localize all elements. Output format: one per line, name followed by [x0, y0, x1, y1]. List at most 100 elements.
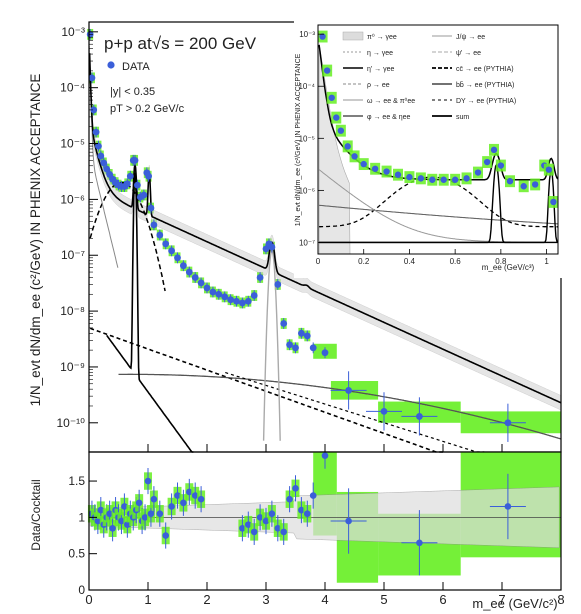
main-data-point-31: [191, 274, 199, 281]
inset-data-point-22: [520, 183, 527, 190]
main-y-tick-label-5: 10⁻⁸: [60, 304, 85, 318]
main-data-point-39: [239, 299, 246, 307]
inset-x-tick-label-1: 0.2: [358, 257, 370, 266]
inset-x-tick-label-4: 0.8: [495, 257, 507, 266]
main-data-point-42: [256, 274, 264, 281]
ratio-data-point-24: [168, 503, 175, 510]
main-data-point-53: [321, 349, 329, 357]
main-data-point-26: [162, 240, 170, 248]
inset-data-point-6: [351, 153, 358, 160]
main-data-point-4: [95, 142, 102, 150]
main-data-point-45: [268, 243, 276, 251]
main-data-point-37: [227, 296, 235, 304]
main-data-point-6: [100, 159, 108, 167]
ratio-data-point-6: [106, 510, 113, 518]
main-data-point-32: [197, 279, 205, 287]
main-data-point-43: [262, 245, 270, 253]
ratio-data-point-29: [197, 495, 205, 503]
inset-legend-label-8: cc̄ → ee (PYTHIA): [456, 66, 514, 73]
ratio-x-tick-label-8: 8: [557, 592, 564, 607]
main-curve-bbbar: [118, 373, 562, 440]
inset-data-point-16: [463, 175, 470, 182]
main-panel: 10⁻³ 10⁻⁴ 10⁻⁵ 10⁻⁶ 10⁻⁷ 10⁻⁸ 10⁻⁹ 10⁻¹⁰: [57, 21, 562, 453]
main-y-tick-label-6: 10⁻⁹: [60, 360, 85, 374]
inset-legend-label-9: bb̄ → ee (PYTHIA): [456, 81, 514, 89]
inset-data-point-4: [337, 127, 345, 134]
main-data-point-56: [416, 413, 423, 420]
main-y-tick-label-3: 10⁻⁶: [60, 192, 85, 206]
inset-data-point-0: [319, 33, 326, 40]
ratio-y-tick-label-2: 1: [78, 510, 85, 524]
ratio-data-point-42: [309, 492, 317, 499]
inset-y-tick-label-3: 10⁻⁶: [299, 186, 315, 195]
inset-legend-label-11: sum: [456, 114, 469, 121]
ratio-data-point-37: [280, 528, 288, 536]
ratio-data-point-28: [191, 492, 199, 499]
inset-data-point-21: [506, 178, 514, 185]
main-data-point-40: [244, 297, 252, 305]
ratio-data-point-46: [504, 503, 512, 510]
ratio-data-point-2: [94, 517, 102, 525]
ratio-data-point-44: [345, 517, 352, 525]
main-data-point-22: [145, 172, 152, 180]
main-data-point-49: [292, 344, 299, 352]
ratio-data-point-40: [298, 506, 305, 514]
main-curve-omega: [106, 172, 194, 453]
main-data-point-38: [233, 297, 240, 305]
main-data-point-17: [131, 156, 139, 164]
main-legend-data-label: DATA: [122, 61, 150, 73]
inset-legend-label-2: η' → γee: [367, 66, 395, 73]
main-data-point-33: [203, 284, 211, 292]
inset-data-point-1: [323, 67, 331, 74]
ratio-y-axis-label: Data/Cocktail: [29, 479, 43, 550]
main-data-point-50: [298, 329, 305, 337]
inset-legend-swatch-0: [342, 31, 364, 41]
inset-data-point-18: [483, 158, 491, 166]
ratio-y-tick-label-0: 0: [78, 583, 85, 597]
ratio-x-tick-label-4: 4: [321, 592, 328, 607]
inset-x-axis-label: m_ee (GeV/c³): [482, 263, 535, 272]
ratio-x-tick-label-5: 5: [380, 592, 387, 607]
main-annotation-pt: pT > 0.2 GeV/c: [110, 103, 185, 115]
inset-y-tick-label-1: 10⁻⁴: [298, 82, 315, 91]
main-data-point-28: [174, 254, 181, 262]
inset-y-tick-label-0: 10⁻³: [299, 30, 315, 39]
inset-x-tick-label-3: 0.6: [450, 257, 462, 266]
main-y-tick-label-2: 10⁻⁵: [60, 137, 85, 151]
inset-legend-label-6: J/ψ → ee: [456, 34, 485, 41]
main-data-point-34: [209, 288, 217, 296]
ratio-x-tick-label-2: 2: [203, 592, 210, 607]
main-data-point-47: [280, 320, 288, 327]
inset-data-point-12: [417, 175, 425, 182]
inset-x-tick-label-0: 0: [316, 257, 321, 266]
inset-x-tick-label-5: 1: [544, 257, 549, 266]
inset-data-point-20: [497, 162, 505, 169]
main-y-tick-label-4: 10⁻⁷: [61, 248, 85, 262]
inset-legend-label-0: π⁰ → γee: [367, 33, 397, 41]
inset-curve-rho: [319, 176, 558, 228]
ratio-data-point-21: [150, 495, 158, 503]
main-data-point-20: [140, 191, 148, 199]
inset-data-point-15: [451, 176, 459, 183]
ratio-y-tick-label-3: 1.5: [68, 474, 85, 488]
ratio-data-point-33: [256, 514, 264, 521]
ratio-data-point-32: [250, 528, 258, 536]
ratio-data-point-34: [262, 517, 270, 525]
inset-data-point-2: [328, 94, 335, 101]
ratio-x-tick-label-1: 1: [144, 592, 151, 607]
main-data-point-15: [126, 172, 134, 180]
ratio-data-point-38: [286, 495, 293, 503]
main-y-tick-label-1: 10⁻⁴: [60, 81, 85, 95]
inset-curve-phi: [319, 167, 559, 244]
main-data-point-51: [303, 332, 311, 340]
ratio-data-point-25: [174, 492, 181, 499]
ratio-x-tick-label-7: 7: [498, 592, 505, 607]
main-y-tick-label-0: 10⁻³: [61, 25, 85, 39]
inset-data-point-23: [531, 181, 539, 188]
main-legend-data-marker: [107, 61, 115, 69]
ratio-data-point-11: [121, 503, 128, 510]
ratio-data-point-27: [186, 488, 193, 496]
main-data-point-57: [504, 419, 512, 427]
inset-data-point-14: [440, 176, 447, 183]
ratio-y-tick-label-1: 0.5: [68, 547, 85, 561]
